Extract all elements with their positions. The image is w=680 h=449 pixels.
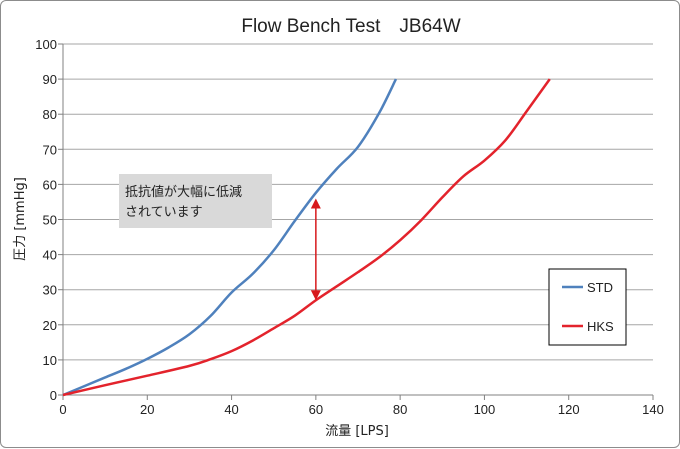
y-tick-label: 50 — [43, 213, 57, 228]
x-tick-label: 140 — [642, 402, 664, 417]
y-tick-label: 30 — [43, 283, 57, 298]
arrow-head-up — [310, 198, 321, 209]
chart-title: Flow Bench Test JB64W — [241, 16, 460, 37]
x-tick-labels: 0 20 40 60 80 100 120 140 — [59, 402, 663, 417]
y-tick-label: 80 — [43, 107, 57, 122]
y-tick-label: 70 — [43, 142, 57, 157]
annotation-text: されています — [125, 205, 203, 220]
x-tick-label: 40 — [224, 402, 238, 417]
legend-label-std: STD — [587, 280, 613, 295]
legend: STD HKS — [548, 268, 627, 346]
x-axis-label: 流量 [LPS] — [325, 424, 389, 439]
y-axis-label: 圧力 [mmHg] — [13, 177, 28, 261]
y-tick-label: 10 — [43, 353, 57, 368]
series-lines — [62, 78, 551, 397]
annotation-box — [119, 174, 272, 228]
y-tick-label: 0 — [50, 388, 57, 403]
series-line-hks — [62, 78, 551, 397]
x-tick-label: 20 — [140, 402, 154, 417]
y-tick-label: 20 — [43, 318, 57, 333]
x-tick-label: 60 — [309, 402, 323, 417]
y-tick-labels: 0 10 20 30 40 50 60 70 80 90 100 — [35, 37, 57, 403]
y-tick-label: 90 — [43, 72, 57, 87]
axes — [58, 43, 654, 400]
annotation-text: 抵抗値が大幅に低減 — [125, 184, 242, 200]
legend-box — [548, 268, 627, 346]
y-tick-label: 100 — [35, 37, 57, 52]
series-line-std — [62, 78, 398, 397]
x-tick-label: 0 — [59, 402, 66, 417]
y-tick-label: 40 — [43, 248, 57, 263]
y-tick-label: 60 — [43, 177, 57, 192]
x-tick-label: 80 — [393, 402, 407, 417]
arrow-head-down — [310, 290, 321, 301]
legend-label-hks: HKS — [587, 319, 614, 334]
x-tick-label: 120 — [558, 402, 580, 417]
x-tick-label: 100 — [474, 402, 496, 417]
